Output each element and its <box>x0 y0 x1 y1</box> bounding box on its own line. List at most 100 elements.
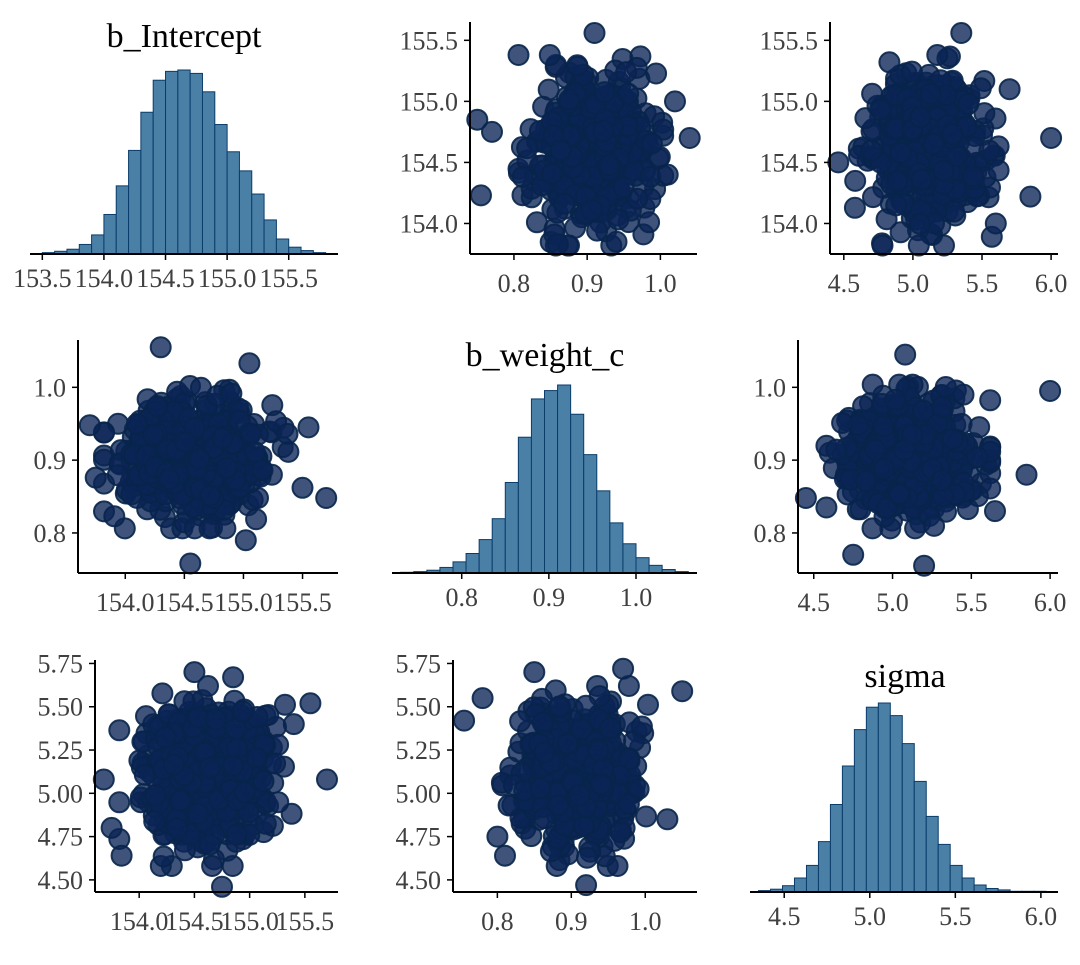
x-tick-label: 1.0 <box>644 269 677 298</box>
panel-title: b_weight_c <box>466 337 625 374</box>
scatter-point <box>878 51 901 74</box>
scatter-point <box>576 846 598 869</box>
x-tick-label: 0.9 <box>571 269 604 298</box>
x-tick-label: 154.5 <box>136 264 195 293</box>
x-tick-label: 6.0 <box>1035 269 1068 298</box>
scatter-point <box>998 78 1021 101</box>
y-tick-label: 4.75 <box>38 823 84 852</box>
histogram-bar <box>177 69 191 255</box>
x-tick-label: 1.0 <box>620 583 653 612</box>
scatter-point <box>831 412 854 434</box>
histogram-bar <box>817 841 831 893</box>
scatter-point <box>607 208 630 231</box>
y-tick-label: 5.50 <box>38 693 84 722</box>
scatter-point <box>158 468 180 491</box>
scatter-point <box>617 793 640 815</box>
scatter-point <box>188 447 211 470</box>
scatter-point <box>656 163 679 186</box>
y-tick-label: 0.9 <box>34 446 67 475</box>
histogram-bar <box>793 877 807 893</box>
y-tick-label: 154.0 <box>400 209 459 238</box>
y-tick-label: 1.0 <box>754 373 787 402</box>
histogram-bar <box>214 124 228 255</box>
scatter-point <box>984 500 1006 523</box>
histogram-bar <box>189 72 203 255</box>
scatter-point <box>950 22 973 44</box>
scatter-point <box>166 817 189 840</box>
x-tick-label: 6.0 <box>1025 902 1058 931</box>
scatter-point <box>541 162 563 185</box>
scatter-point <box>529 777 552 800</box>
scatter-point <box>154 726 177 749</box>
y-tick-label: 4.50 <box>396 866 442 895</box>
scatter-point <box>599 716 622 739</box>
scatter-point <box>637 693 659 716</box>
scatter-point <box>553 192 576 215</box>
x-tick-label: 154.5 <box>155 588 214 617</box>
scatter-point <box>548 695 571 718</box>
scatter-points <box>453 657 694 897</box>
x-tick-label: 0.8 <box>445 583 478 612</box>
x-tick-label: 6.0 <box>1034 588 1067 617</box>
scatter-point <box>84 466 107 489</box>
histogram-bar <box>91 234 105 255</box>
scatter-point <box>885 194 908 217</box>
scatter-point <box>664 90 686 113</box>
scatter-point <box>592 119 615 142</box>
x-tick-label: 155.0 <box>220 907 279 936</box>
x-tick-label: 154.0 <box>110 907 169 936</box>
scatter-point <box>926 44 949 66</box>
scatter-point <box>912 399 935 422</box>
panel-1-2: 4.5 5.0 5.5 6.0 0.8 0.9 1.0 <box>754 340 1067 617</box>
scatter-point <box>941 123 964 145</box>
scatter-point <box>198 833 221 856</box>
scatter-point <box>92 768 115 791</box>
y-tick-label: 5.75 <box>38 649 84 678</box>
scatter-points <box>466 22 701 257</box>
scatter-point <box>640 132 663 155</box>
scatter-point <box>678 127 701 149</box>
scatter-point <box>133 763 156 786</box>
histogram-bar <box>251 193 265 255</box>
scatter-point <box>233 781 256 804</box>
scatter-point <box>574 694 597 717</box>
panel-title: sigma <box>864 658 945 695</box>
y-tick-label: 1.0 <box>34 373 67 402</box>
scatter-points <box>794 343 1062 577</box>
scatter-point <box>886 169 909 192</box>
scatter-point <box>612 657 635 680</box>
scatter-point <box>587 739 610 762</box>
x-tick-label: 155.5 <box>273 588 332 617</box>
scatter-point <box>198 517 221 540</box>
scatter-point <box>893 439 916 462</box>
scatter-point <box>523 661 546 684</box>
scatter-point <box>598 154 621 176</box>
scatter-point <box>968 416 991 439</box>
y-tick-label: 154.0 <box>760 209 819 238</box>
scatter-point <box>573 815 595 838</box>
scatter-point <box>151 682 174 705</box>
histogram-bar <box>544 390 559 574</box>
scatter-point <box>225 823 248 846</box>
histogram-bar <box>103 213 117 255</box>
histogram-bar <box>557 384 572 574</box>
scatter-point <box>291 476 314 499</box>
histogram-bar <box>829 804 843 893</box>
scatter-point <box>152 845 175 868</box>
scatter-point <box>100 816 123 839</box>
x-tick-label: 155.5 <box>276 907 335 936</box>
scatter-point <box>282 713 305 736</box>
scatter-point <box>888 483 911 506</box>
scatter-point <box>615 61 638 84</box>
scatter-point <box>941 427 964 450</box>
histogram-bar <box>583 454 598 574</box>
scatter-point <box>274 693 296 716</box>
panel-2-2: 4.5 5.0 5.5 6.0 sigma <box>750 658 1058 931</box>
scatter-point <box>961 165 984 188</box>
scatter-point <box>211 875 233 898</box>
scatter-point <box>466 108 489 131</box>
scatter-point <box>575 874 598 897</box>
scatter-point <box>586 219 609 242</box>
